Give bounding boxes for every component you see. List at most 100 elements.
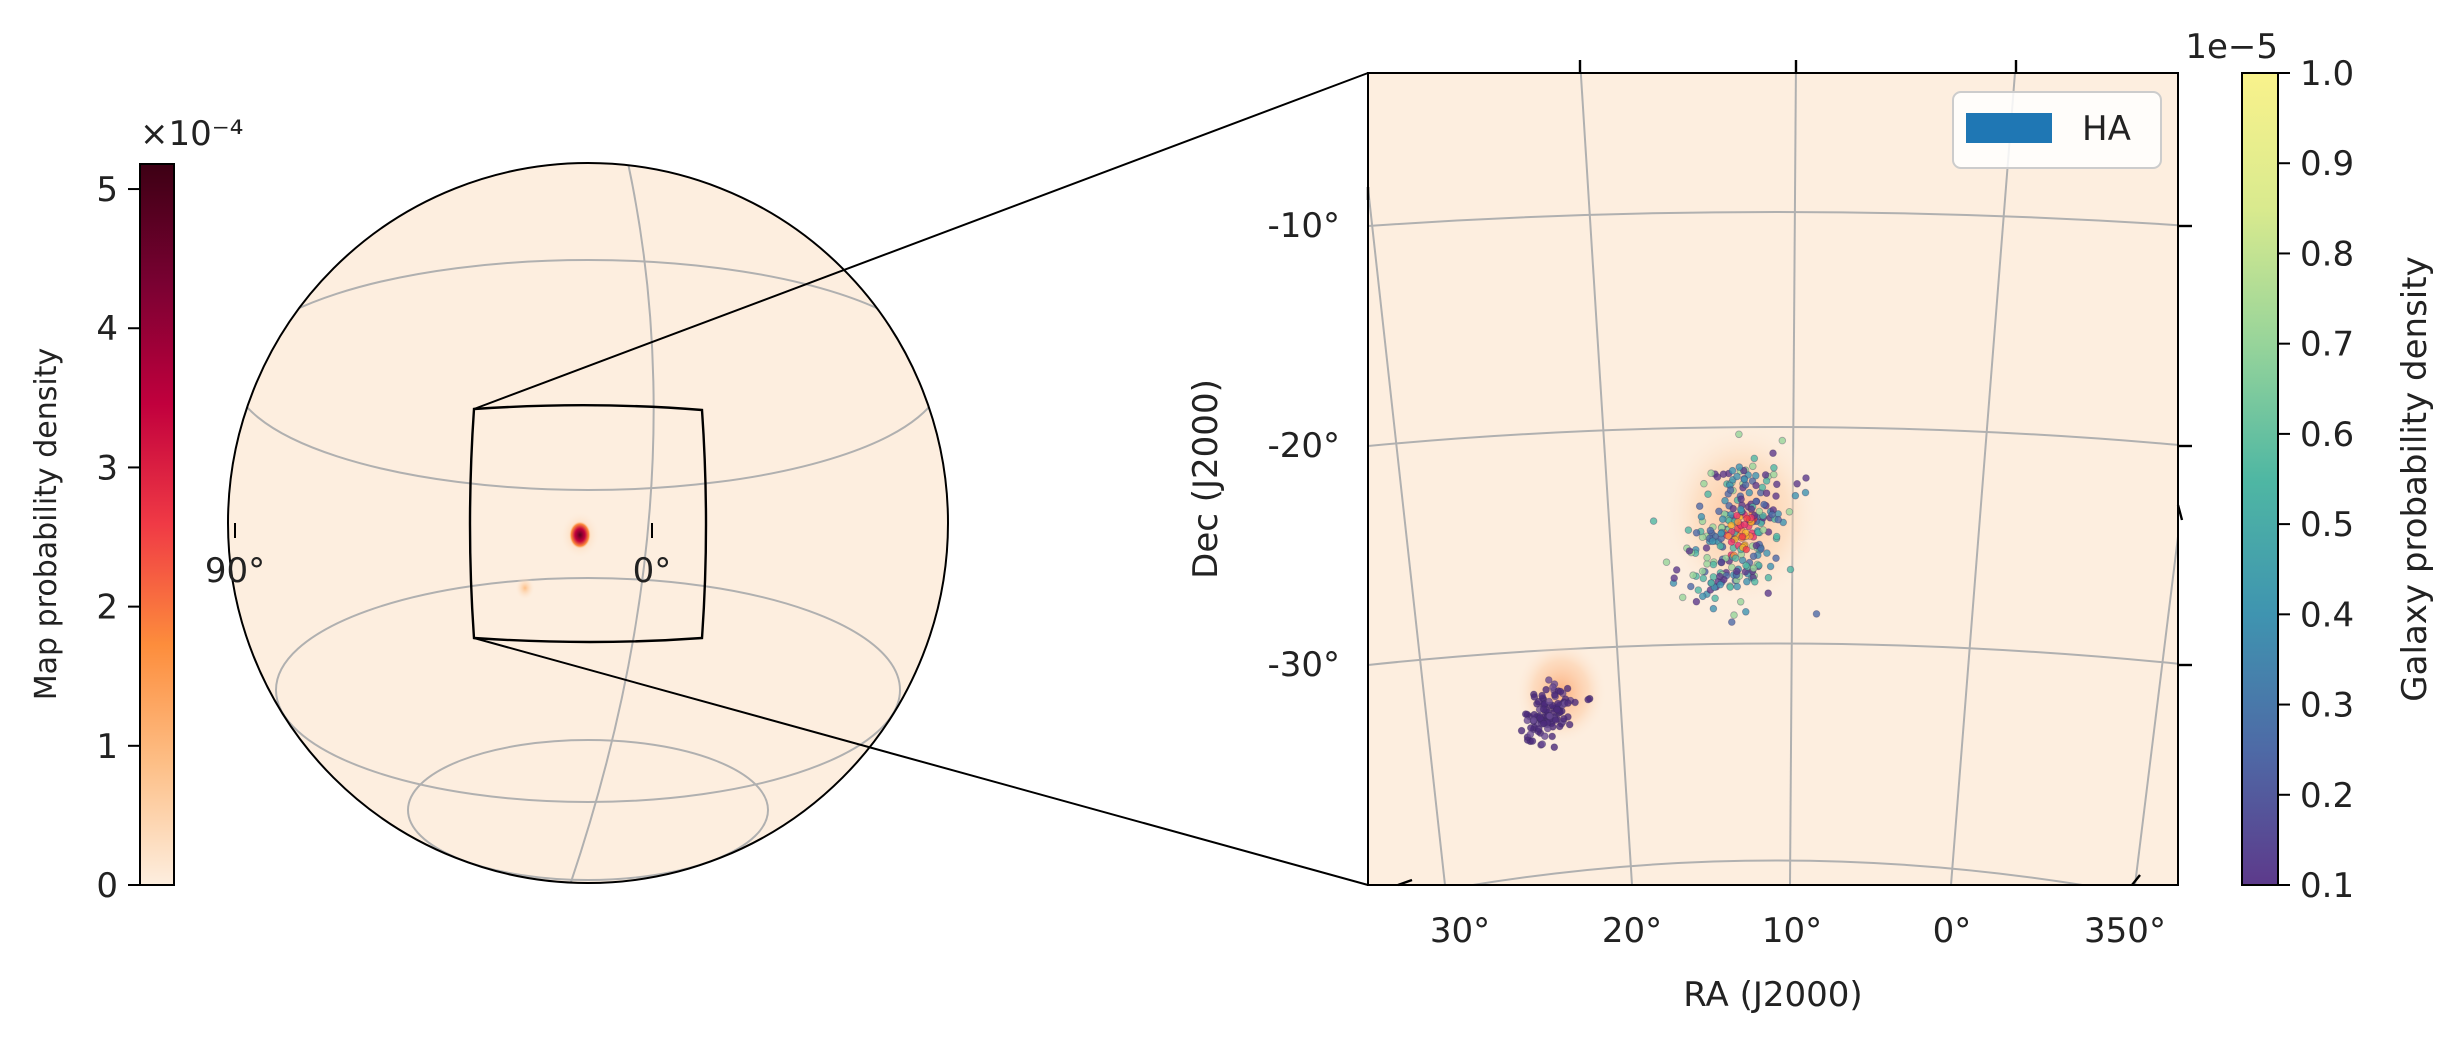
galaxy-point <box>1718 515 1727 523</box>
galaxy-point <box>1752 481 1760 490</box>
galaxy-scatter <box>1517 430 1821 751</box>
galaxy-point <box>1737 495 1745 504</box>
galaxy-point <box>1727 521 1735 530</box>
map-colorbar: 0 1 2 3 4 5 ×10⁻⁴ Map probability density <box>29 114 243 906</box>
galaxy-point <box>1529 716 1538 725</box>
galaxy-point <box>1698 592 1707 601</box>
galaxy-point <box>1774 515 1782 524</box>
zoom-panel: 30° 20° 10° 0° 350° -10° -20° -30° RA (J… <box>1186 60 2192 1015</box>
map-colorbar-tick-label: 3 <box>96 448 118 488</box>
dec-grid-minus-10 <box>1368 211 2178 227</box>
galaxy-point <box>1752 497 1760 506</box>
globe-view: 90° 0° <box>205 162 949 884</box>
galaxy-point <box>1697 512 1706 521</box>
galaxy-point <box>1708 537 1717 546</box>
x-tick-label: 20° <box>1602 911 1662 951</box>
galaxy-point <box>1649 517 1658 525</box>
galaxy-point <box>1727 538 1736 546</box>
galaxy-point <box>1764 589 1772 597</box>
galaxy-point <box>1700 479 1708 488</box>
galaxy-point <box>1743 577 1751 586</box>
galaxy-point <box>1527 724 1535 732</box>
galaxy-point <box>1749 552 1758 561</box>
galaxy-point <box>1757 545 1765 553</box>
galaxy-point <box>1555 722 1564 731</box>
galaxy-point <box>1760 500 1768 509</box>
y-tick-label: -30° <box>1267 645 1340 685</box>
galaxy-point <box>1728 618 1736 626</box>
galaxy-point <box>1801 488 1810 497</box>
galaxy-point <box>1736 597 1745 606</box>
galaxy-point <box>1709 560 1718 569</box>
galaxy-point <box>1556 687 1565 696</box>
y-tick-label: -20° <box>1267 426 1340 466</box>
zoom-connector-bottom <box>473 637 1369 886</box>
galaxy-point <box>1678 593 1687 602</box>
galaxy-point <box>1552 716 1560 724</box>
galaxy-point <box>1706 526 1715 535</box>
globe-graticule <box>232 163 944 883</box>
galaxy-point <box>1768 510 1776 519</box>
galaxy-colorbar-tick-label: 0.3 <box>2300 686 2354 726</box>
galaxy-point <box>1713 473 1722 481</box>
galaxy-colorbar-tick-label: 0.2 <box>2300 776 2354 816</box>
galaxy-point <box>1752 471 1760 480</box>
galaxy-point <box>1571 698 1579 707</box>
galaxy-point <box>1738 532 1747 541</box>
zoom-region-box <box>468 404 708 644</box>
galaxy-colorbar: 0.1 0.2 0.3 0.4 0.5 0.6 0.7 0.8 0.9 1.0 1e−5 Gala… <box>2185 27 2435 906</box>
galaxy-point <box>1684 526 1693 534</box>
galaxy-point <box>1702 544 1711 552</box>
galaxy-point <box>1703 560 1711 568</box>
galaxy-point <box>1728 466 1737 475</box>
galaxy-point <box>1549 683 1557 691</box>
galaxy-colorbar-tick-label: 0.9 <box>2300 144 2354 184</box>
galaxy-point <box>1717 558 1726 567</box>
galaxy-colorbar-tick-label: 1.0 <box>2300 54 2354 94</box>
galaxy-point <box>1749 564 1758 573</box>
zoom-panel-frame <box>1367 72 2179 886</box>
galaxy-point <box>1742 607 1750 616</box>
galaxy-point <box>1716 580 1725 589</box>
galaxy-point <box>1778 436 1787 445</box>
galaxy-point <box>1724 532 1733 540</box>
galaxy-point <box>1793 479 1801 488</box>
galaxy-point <box>1734 518 1742 526</box>
galaxy-point <box>1812 610 1821 618</box>
galaxy-point <box>1772 554 1780 562</box>
galaxy-point <box>1535 725 1543 733</box>
galaxy-point <box>1762 489 1771 498</box>
galaxy-point <box>1699 574 1708 583</box>
galaxy-point <box>1709 604 1718 613</box>
graticule-parallel-2 <box>275 577 901 803</box>
galaxy-colorbar-gradient <box>2241 72 2279 886</box>
galaxy-point <box>1764 573 1773 582</box>
galaxy-point <box>1715 507 1723 516</box>
galaxy-point <box>1758 483 1767 492</box>
galaxy-point <box>1770 470 1778 479</box>
globe-label-90: 90° <box>205 551 265 591</box>
dec-grid-minus-20 <box>1368 426 2178 447</box>
galaxy-point <box>1692 597 1701 606</box>
map-colorbar-label: Map probability density <box>29 348 64 700</box>
map-colorbar-tick-label: 1 <box>96 727 118 767</box>
galaxy-point <box>1770 463 1778 472</box>
galaxy-colorbar-tick-label: 0.1 <box>2300 866 2354 906</box>
x-axis-label: RA (J2000) <box>1683 975 1862 1015</box>
galaxy-point <box>1534 697 1543 706</box>
y-axis-label: Dec (J2000) <box>1186 379 1226 579</box>
galaxy-point <box>1563 684 1572 693</box>
galaxy-point <box>1542 685 1550 694</box>
y-tick-labels: -10° -20° -30° <box>1267 206 1340 685</box>
galaxy-colorbar-ticks: 0.1 0.2 0.3 0.4 0.5 0.6 0.7 0.8 0.9 1.0 <box>2278 54 2354 906</box>
legend: HA <box>1952 91 2162 169</box>
galaxy-point <box>1689 571 1697 579</box>
galaxy-point <box>1742 545 1751 554</box>
galaxy-point <box>1729 504 1737 513</box>
legend-box <box>1952 91 2162 169</box>
galaxy-colorbar-tick-label: 0.4 <box>2300 595 2354 635</box>
galaxy-point <box>1530 693 1539 701</box>
galaxy-point <box>1726 583 1734 591</box>
galaxy-point <box>1721 496 1729 505</box>
galaxy-point <box>1565 720 1574 729</box>
